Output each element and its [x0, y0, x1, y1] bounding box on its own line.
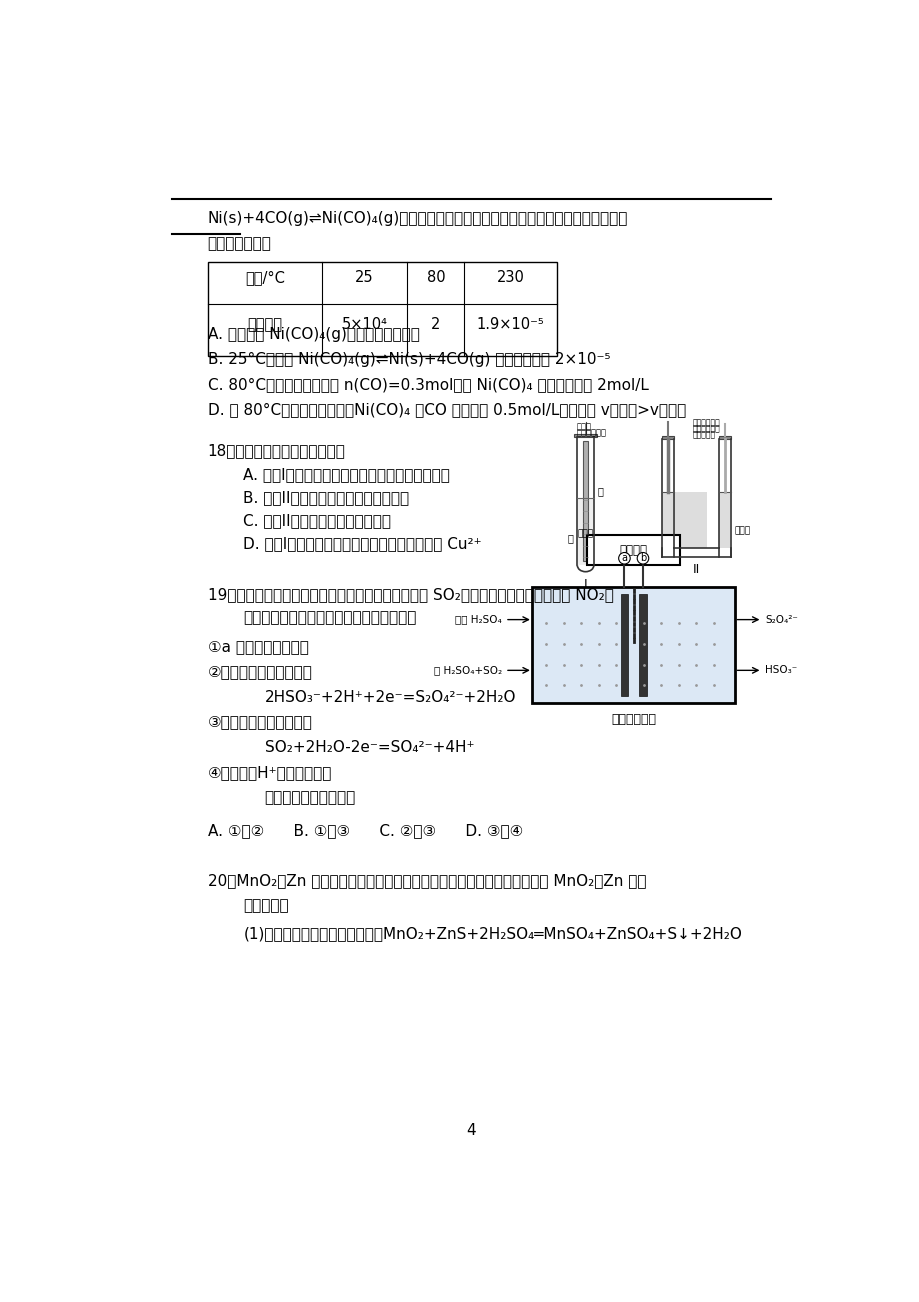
- Text: 1.9×10⁻⁵: 1.9×10⁻⁵: [476, 318, 544, 332]
- Text: 80: 80: [426, 270, 445, 285]
- Bar: [586, 535, 679, 565]
- Text: 直流电源: 直流电源: [619, 544, 647, 557]
- Text: 阳离子交换膜: 阳离子交换膜: [610, 712, 655, 725]
- Text: 铜: 铜: [567, 533, 573, 543]
- Text: 230: 230: [496, 270, 524, 285]
- Text: b: b: [639, 553, 645, 564]
- Text: 浓硝酸: 浓硝酸: [577, 530, 593, 539]
- Text: 铁丝（含碳）: 铁丝（含碳）: [576, 428, 607, 437]
- Text: 较浓 H₂SO₄: 较浓 H₂SO₄: [455, 615, 502, 625]
- Text: SO₂+2H₂O-2e⁻=SO₄²⁻+4H⁺: SO₂+2H₂O-2e⁻=SO₄²⁻+4H⁺: [265, 740, 473, 755]
- Text: 丝末端靠近液: 丝末端靠近液: [692, 424, 720, 434]
- Bar: [661, 436, 673, 439]
- Text: A. 上述生成 Ni(CO)₄(g)的反应为放热反应: A. 上述生成 Ni(CO)₄(g)的反应为放热反应: [208, 327, 419, 341]
- Text: 固定的: 固定的: [576, 422, 592, 431]
- Text: a: a: [620, 553, 627, 564]
- Text: A. ①和②      B. ①和③      C. ②和③      D. ③和④: A. ①和② B. ①和③ C. ②和③ D. ③和④: [208, 823, 522, 838]
- Text: 稀 H₂SO₄+SO₂: 稀 H₂SO₄+SO₂: [434, 665, 502, 676]
- Text: 阳离子交换膜到阳极室: 阳离子交换膜到阳极室: [265, 790, 356, 805]
- Bar: [620, 594, 628, 695]
- Text: 温度/°C: 温度/°C: [244, 270, 284, 285]
- Text: A. 装置I在反应过程中自始至终只生成红棕色气体: A. 装置I在反应过程中自始至终只生成红棕色气体: [243, 467, 449, 482]
- Bar: [673, 492, 706, 548]
- Text: 2: 2: [431, 318, 440, 332]
- Text: ①a 为直流电源的负极: ①a 为直流电源的负极: [208, 639, 308, 655]
- Text: 本步骤为：: 本步骤为：: [243, 898, 289, 913]
- Text: 4: 4: [466, 1124, 476, 1138]
- Bar: [639, 594, 646, 695]
- Text: D. 在 80°C时，测得某时刻，Ni(CO)₄ 、CO 浓度均为 0.5mol/L，则此时 v（正）>v（逆）: D. 在 80°C时，测得某时刻，Ni(CO)₄ 、CO 浓度均为 0.5mol…: [208, 402, 686, 417]
- Text: (1)软锰矿、闪锌矿与硫酸共热：MnO₂+ZnS+2H₂SO₄═MnSO₄+ZnSO₄+S↓+2H₂O: (1)软锰矿、闪锌矿与硫酸共热：MnO₂+ZnS+2H₂SO₄═MnSO₄+Zn…: [243, 926, 742, 941]
- Text: ③阳极的电极反应式为：: ③阳极的电极反应式为：: [208, 715, 312, 729]
- Text: 法中不正确的是: 法中不正确的是: [208, 237, 271, 251]
- Text: 平衡常数: 平衡常数: [247, 318, 282, 332]
- Text: 下列关于该装置的四种说法，正确的组合是: 下列关于该装置的四种说法，正确的组合是: [243, 611, 416, 625]
- Bar: [573, 434, 596, 437]
- Bar: [577, 497, 593, 565]
- Bar: [662, 492, 672, 548]
- Text: 25: 25: [355, 270, 373, 285]
- Text: C. 80°C达到平衡时，测得 n(CO)=0.3mol，则 Ni(CO)₄ 的平衡浓度为 2mol/L: C. 80°C达到平衡时，测得 n(CO)=0.3mol，则 Ni(CO)₄ 的…: [208, 376, 648, 392]
- Text: D. 装置I在反应结束时溶液中的金属阳离子只有 Cu²⁺: D. 装置I在反应结束时溶液中的金属阳离子只有 Cu²⁺: [243, 536, 482, 551]
- Text: HSO₃⁻: HSO₃⁻: [765, 665, 797, 676]
- Text: 充满氧气、铁: 充满氧气、铁: [692, 418, 720, 427]
- Text: ④电解时，H⁺由阴极室通过: ④电解时，H⁺由阴极室通过: [208, 764, 332, 780]
- Text: I: I: [584, 578, 586, 591]
- Text: S₂O₄²⁻: S₂O₄²⁻: [765, 615, 798, 625]
- Text: 5×10⁴: 5×10⁴: [341, 318, 387, 332]
- Text: 19、利用如图所示装置（电极均为惰性电极）可吸收 SO₂，并用阴极排出的溶液吸收 NO₂，: 19、利用如图所示装置（电极均为惰性电极）可吸收 SO₂，并用阴极排出的溶液吸收…: [208, 587, 613, 603]
- Text: C. 装置II在反应过程中能产生氢气: C. 装置II在反应过程中能产生氢气: [243, 513, 391, 529]
- Bar: [583, 441, 587, 561]
- Text: Ni(s)+4CO(g)⇌Ni(CO)₄(g)，已知该反应平衡常数与温度的关系如下表所示，下列说: Ni(s)+4CO(g)⇌Ni(CO)₄(g)，已知该反应平衡常数与温度的关系如…: [208, 211, 628, 227]
- Text: 18、关于下图的叙述，正确的是: 18、关于下图的叙述，正确的是: [208, 443, 346, 458]
- Bar: [208, 262, 557, 355]
- Bar: [531, 587, 734, 703]
- Text: 稀硫酸: 稀硫酸: [733, 526, 749, 535]
- Text: II: II: [692, 564, 699, 577]
- Text: 20、MnO₂、Zn 都是制造干电池的原料，工业上用软锰矿和闪锌矿联合生产 MnO₂、Zn 的基: 20、MnO₂、Zn 都是制造干电池的原料，工业上用软锰矿和闪锌矿联合生产 Mn…: [208, 874, 645, 888]
- Text: B. 25°C时反应 Ni(CO)₄(g)⇌Ni(s)+4CO(g) 的平衡常数为 2×10⁻⁵: B. 25°C时反应 Ni(CO)₄(g)⇌Ni(s)+4CO(g) 的平衡常数…: [208, 352, 609, 367]
- Text: 2HSO₃⁻+2H⁺+2e⁻=S₂O₄²⁻+2H₂O: 2HSO₃⁻+2H⁺+2e⁻=S₂O₄²⁻+2H₂O: [265, 690, 516, 704]
- Text: B. 装置II开始阶段铁丝只发生析氢腐蚀: B. 装置II开始阶段铁丝只发生析氢腐蚀: [243, 490, 409, 505]
- Bar: [718, 436, 730, 439]
- Text: 铁: 铁: [596, 486, 603, 496]
- Bar: [719, 492, 729, 548]
- Text: ②阴极的电极反应式为：: ②阴极的电极反应式为：: [208, 664, 312, 680]
- Text: 面但未接触: 面但未接触: [692, 430, 715, 439]
